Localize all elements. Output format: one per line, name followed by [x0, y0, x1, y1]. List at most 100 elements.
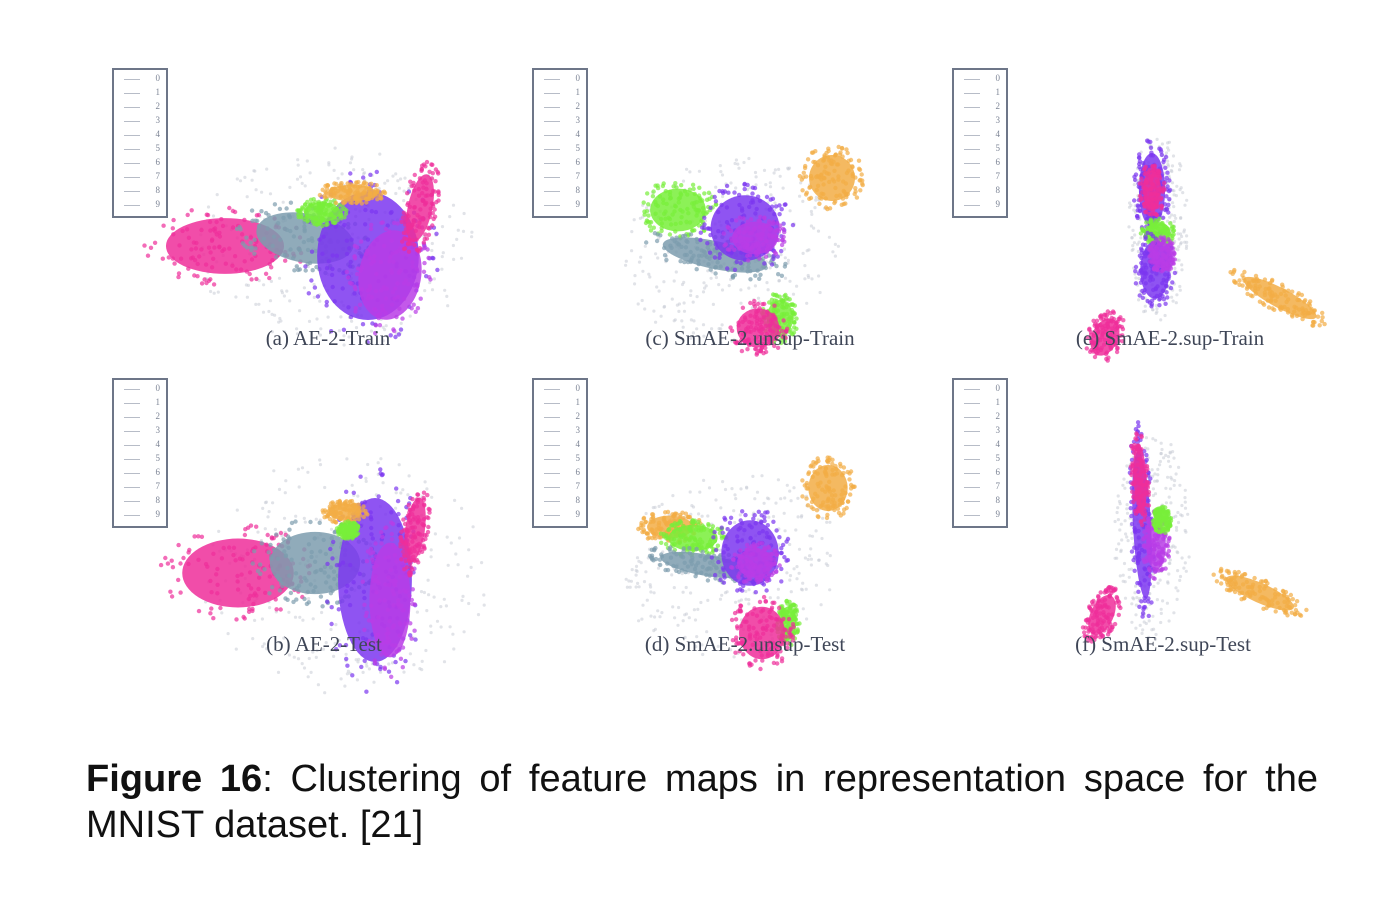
scatter-point: [364, 476, 368, 480]
scatter-point: [359, 664, 364, 670]
scatter-point: [451, 203, 456, 207]
scatter-point: [732, 247, 737, 252]
legend-item: 1: [954, 87, 1006, 100]
scatter-point: [1168, 285, 1174, 291]
scatter-point: [204, 280, 209, 286]
scatter-point: [282, 294, 286, 298]
scatter-point: [440, 225, 445, 229]
scatter-point: [238, 227, 243, 232]
scatter-point: [336, 607, 341, 612]
scatter-point: [362, 172, 366, 176]
scatter-point: [320, 223, 325, 228]
scatter-point: [681, 325, 685, 329]
scatter-point: [402, 246, 408, 251]
scatter-point: [796, 515, 800, 519]
scatter-point: [216, 290, 220, 294]
scatter-point: [307, 319, 312, 323]
scatter-point: [729, 648, 733, 652]
scatter-point: [314, 655, 318, 659]
scatter-point: [748, 277, 753, 282]
scatter-point: [350, 157, 354, 161]
scatter-plot: [158, 457, 486, 695]
scatter-point: [303, 520, 307, 524]
scatter-point: [451, 243, 455, 248]
scatter-point: [695, 327, 699, 331]
scatter-point: [737, 215, 742, 220]
scatter-point: [642, 209, 647, 214]
scatter-point: [747, 602, 751, 606]
scatter-point: [281, 200, 285, 204]
scatter-point: [312, 295, 316, 299]
scatter-point: [1172, 270, 1178, 276]
scatter-point: [752, 298, 757, 304]
scatter-point: [446, 563, 450, 567]
scatter-point: [394, 506, 398, 510]
scatter-point: [807, 275, 811, 279]
scatter-point: [691, 300, 695, 304]
scatter-point: [661, 181, 666, 186]
scatter-point: [345, 672, 349, 676]
scatter-point: [813, 206, 817, 210]
scatter-point: [1181, 191, 1185, 195]
scatter-point: [348, 499, 353, 504]
legend-item: 7: [534, 481, 586, 494]
scatter-point: [1105, 358, 1110, 363]
scatter-point: [779, 248, 784, 254]
cluster-core: [1142, 170, 1162, 210]
scatter-point: [838, 150, 843, 155]
legend-swatch: [544, 135, 560, 136]
scatter-point: [692, 319, 696, 323]
scatter-point: [816, 229, 821, 233]
scatter-point: [354, 532, 359, 537]
scatter-point: [753, 170, 758, 175]
scatter-point: [779, 253, 783, 257]
scatter-point: [1157, 297, 1162, 302]
legend-swatch: [124, 417, 140, 418]
scatter-point: [266, 515, 270, 519]
scatter-point: [784, 328, 789, 334]
scatter-point: [750, 191, 755, 196]
scatter-point: [1169, 168, 1173, 173]
scatter-point: [709, 276, 713, 280]
scatter-point: [1142, 171, 1147, 177]
scatter-point: [1315, 314, 1321, 319]
scatter-point: [308, 197, 314, 202]
scatter-point: [1311, 319, 1316, 325]
scatter-point: [402, 670, 406, 674]
legend-label: 4: [575, 129, 581, 139]
scatter-point: [1159, 204, 1165, 209]
scatter-point: [1174, 301, 1178, 305]
scatter-point: [462, 630, 466, 634]
scatter-point: [378, 467, 383, 472]
scatter-point: [1150, 234, 1156, 239]
scatter-point: [680, 572, 684, 576]
scatter-point: [783, 261, 788, 267]
scatter-point: [1170, 280, 1175, 285]
legend-item: 3: [534, 425, 586, 438]
scatter-point: [302, 666, 307, 670]
scatter-point: [674, 185, 679, 190]
cluster-magenta: [721, 214, 787, 263]
scatter-point: [777, 279, 781, 283]
scatter-point: [799, 587, 804, 591]
scatter-point: [651, 189, 656, 194]
legend-label: 0: [155, 73, 161, 83]
scatter-point: [1167, 197, 1172, 202]
scatter-point: [707, 486, 712, 490]
legend-label: 5: [155, 453, 161, 463]
scatter-point: [628, 585, 632, 589]
scatter-point: [300, 181, 304, 185]
legend-item: 4: [114, 439, 166, 452]
scatter-point: [1136, 204, 1141, 209]
scatter-point: [645, 206, 649, 210]
scatter-point: [283, 596, 288, 601]
scatter-point: [739, 301, 743, 305]
scatter-point: [673, 181, 678, 186]
scatter-point: [690, 504, 694, 508]
scatter-point: [790, 222, 796, 228]
scatter-point: [307, 656, 311, 661]
scatter-point: [400, 316, 405, 321]
scatter-point: [1098, 313, 1104, 318]
scatter-point: [394, 491, 398, 495]
